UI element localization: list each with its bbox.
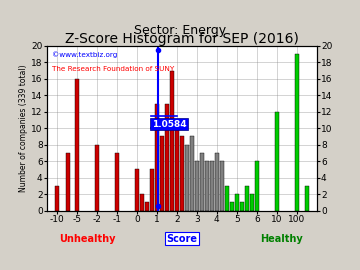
- Bar: [114, 153, 119, 211]
- Bar: [199, 153, 204, 211]
- Bar: [204, 161, 209, 211]
- Bar: [145, 202, 149, 211]
- Text: 1.0584: 1.0584: [152, 120, 186, 129]
- Bar: [210, 161, 214, 211]
- Bar: [170, 71, 174, 211]
- Bar: [95, 145, 99, 211]
- Bar: [255, 161, 259, 211]
- Bar: [230, 202, 234, 211]
- Bar: [159, 137, 164, 211]
- Bar: [55, 186, 59, 211]
- Bar: [154, 104, 159, 211]
- Bar: [235, 194, 239, 211]
- Bar: [240, 202, 244, 211]
- Bar: [244, 186, 249, 211]
- Bar: [220, 161, 224, 211]
- Bar: [225, 186, 229, 211]
- Bar: [165, 104, 169, 211]
- Text: Score: Score: [166, 234, 197, 244]
- Bar: [140, 194, 144, 211]
- Bar: [150, 170, 154, 211]
- Bar: [135, 170, 139, 211]
- Bar: [185, 145, 189, 211]
- Text: Unhealthy: Unhealthy: [59, 234, 116, 244]
- Y-axis label: Number of companies (339 total): Number of companies (339 total): [19, 65, 28, 192]
- Text: Healthy: Healthy: [260, 234, 303, 244]
- Text: The Research Foundation of SUNY: The Research Foundation of SUNY: [52, 66, 175, 72]
- Bar: [190, 137, 194, 211]
- Bar: [305, 186, 309, 211]
- Bar: [249, 194, 254, 211]
- Bar: [275, 112, 279, 211]
- Bar: [75, 79, 79, 211]
- Text: Sector: Energy: Sector: Energy: [134, 24, 226, 37]
- Bar: [195, 161, 199, 211]
- Bar: [294, 54, 299, 211]
- Bar: [175, 120, 179, 211]
- Title: Z-Score Histogram for SEP (2016): Z-Score Histogram for SEP (2016): [65, 32, 299, 46]
- Bar: [215, 153, 219, 211]
- Text: ©www.textbiz.org: ©www.textbiz.org: [52, 51, 118, 58]
- Bar: [66, 153, 70, 211]
- Bar: [180, 137, 184, 211]
